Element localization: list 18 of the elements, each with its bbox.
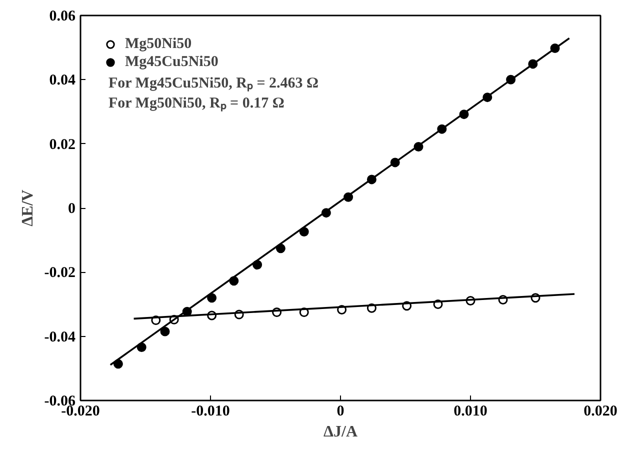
y-tick-label: 0 bbox=[68, 201, 76, 217]
point bbox=[160, 326, 170, 336]
y-axis-title: ΔE/V bbox=[19, 189, 36, 226]
x-tick-label: -0.010 bbox=[191, 404, 230, 420]
x-tick-label: 0 bbox=[336, 404, 344, 420]
legend-label: Mg45Cu5Ni50 bbox=[125, 53, 218, 71]
annotation: For Mg45Cu5Ni50, Rₚ = 2.463 Ω bbox=[108, 76, 319, 92]
y-tick-label: 0.06 bbox=[49, 8, 76, 24]
annotation: For Mg50Ni50, Rₚ = 0.17 Ω bbox=[108, 96, 284, 112]
x-axis-title: ΔJ/A bbox=[323, 424, 358, 440]
y-tick-label: 0.02 bbox=[49, 136, 76, 153]
point bbox=[207, 293, 217, 303]
x-tick-label: 0.010 bbox=[454, 404, 488, 420]
x-tick-label: 0.020 bbox=[584, 404, 618, 420]
y-tick-label: -0.02 bbox=[44, 265, 76, 282]
y-tick-label: -0.04 bbox=[44, 329, 76, 346]
legend-label: Mg50Ni50 bbox=[125, 35, 192, 53]
y-tick-label: 0.04 bbox=[49, 72, 76, 89]
